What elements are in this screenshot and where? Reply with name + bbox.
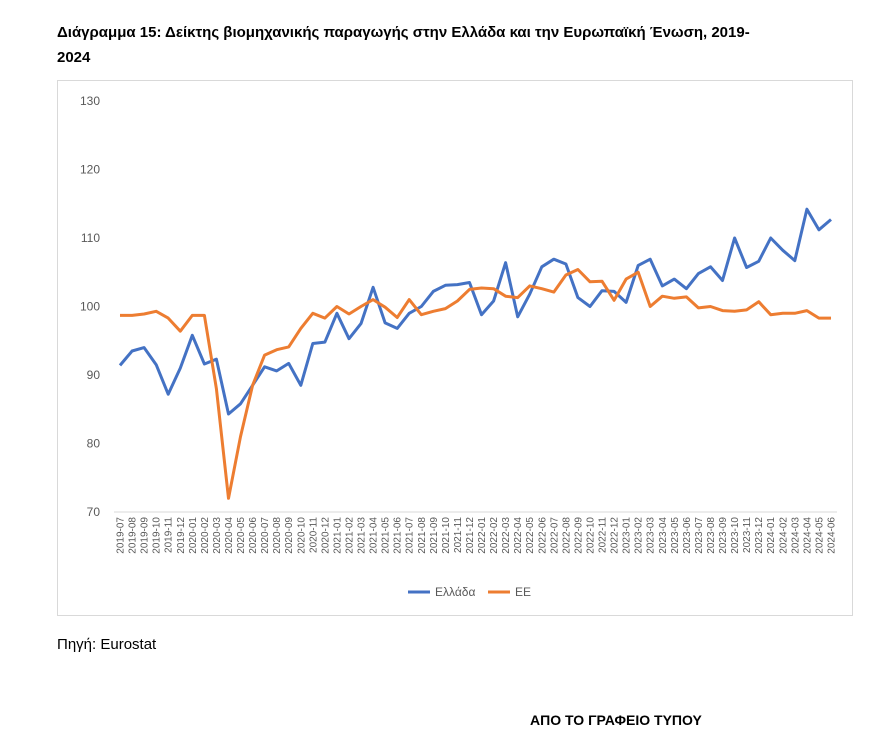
x-tick-label: 2022-01	[477, 517, 488, 554]
x-tick-label: 2021-07	[405, 517, 416, 554]
y-tick-label: 120	[80, 163, 100, 177]
x-tick-label: 2021-04	[369, 517, 380, 554]
x-tick-label: 2022-05	[525, 517, 536, 554]
x-tick-label: 2020-01	[188, 517, 199, 554]
y-tick-label: 100	[80, 300, 100, 314]
y-tick-label: 90	[87, 368, 101, 382]
x-tick-label: 2020-05	[236, 517, 247, 554]
x-tick-label: 2022-02	[489, 517, 500, 554]
series-line-eu	[120, 268, 831, 500]
x-tick-label: 2022-07	[549, 517, 560, 554]
x-tick-label: 2023-09	[718, 517, 729, 554]
y-tick-label: 80	[87, 437, 101, 451]
x-tick-label: 2019-12	[176, 517, 187, 554]
x-tick-label: 2021-12	[465, 517, 476, 554]
x-tick-label: 2022-04	[513, 517, 524, 554]
x-tick-label: 2021-01	[332, 517, 343, 554]
x-tick-label: 2021-03	[357, 517, 368, 554]
x-tick-label: 2020-02	[200, 517, 211, 554]
x-tick-label: 2020-09	[284, 517, 295, 554]
x-tick-label: 2023-07	[694, 517, 705, 554]
x-tick-label: 2021-05	[381, 517, 392, 554]
x-tick-label: 2022-11	[598, 517, 609, 553]
x-tick-label: 2023-02	[634, 517, 645, 554]
x-tick-label: 2024-01	[766, 517, 777, 554]
x-tick-label: 2019-07	[116, 517, 127, 554]
x-tick-label: 2020-12	[320, 517, 331, 554]
x-tick-label: 2021-09	[429, 517, 440, 554]
x-tick-label: 2023-11	[742, 517, 753, 553]
x-tick-label: 2019-09	[140, 517, 151, 554]
x-tick-label: 2020-03	[212, 517, 223, 554]
x-tick-label: 2024-04	[802, 517, 813, 554]
x-tick-label: 2024-02	[778, 517, 789, 554]
x-tick-label: 2020-06	[248, 517, 259, 554]
x-tick-label: 2023-01	[622, 517, 633, 554]
press-office-footer: ΑΠΟ ΤΟ ΓΡΑΦΕΙΟ ΤΥΠΟΥ	[530, 712, 702, 728]
x-tick-label: 2023-03	[646, 517, 657, 554]
x-tick-label: 2023-10	[730, 517, 741, 554]
x-tick-label: 2022-10	[585, 517, 596, 554]
x-tick-label: 2023-06	[682, 517, 693, 554]
legend-label: ΕΕ	[515, 585, 531, 599]
x-tick-label: 2019-11	[164, 517, 175, 553]
x-tick-label: 2023-08	[706, 517, 717, 554]
x-tick-label: 2021-06	[393, 517, 404, 554]
x-tick-label: 2024-05	[814, 517, 825, 554]
x-tick-label: 2020-04	[224, 517, 235, 554]
chart-title: Διάγραμμα 15: Δείκτης βιομηχανικής παραγ…	[57, 24, 750, 66]
x-tick-label: 2024-06	[827, 517, 838, 554]
x-tick-label: 2022-09	[573, 517, 584, 554]
x-tick-label: 2021-10	[441, 517, 452, 554]
x-tick-label: 2021-11	[453, 517, 464, 553]
x-tick-label: 2021-08	[417, 517, 428, 554]
y-tick-label: 70	[87, 505, 101, 519]
x-tick-label: 2024-03	[790, 517, 801, 554]
x-tick-label: 2020-10	[296, 517, 307, 554]
x-tick-label: 2022-08	[561, 517, 572, 554]
x-tick-label: 2019-08	[128, 517, 139, 554]
y-tick-label: 130	[80, 94, 100, 108]
x-tick-label: 2022-12	[610, 517, 621, 554]
x-tick-label: 2023-04	[658, 517, 669, 554]
chart-container: 70 80 90 100 110 120 130 2019-07 2019-08 2019-09 2…	[57, 80, 853, 616]
x-tick-label: 2022-06	[537, 517, 548, 554]
series-line-greece	[118, 207, 832, 416]
x-tick-label: 2023-12	[754, 517, 765, 554]
x-tick-label: 2020-11	[308, 517, 319, 553]
y-tick-label: 110	[81, 231, 100, 245]
source-note: Πηγή: Eurostat	[57, 636, 157, 653]
x-tick-label: 2021-02	[344, 517, 355, 554]
x-tick-label: 2023-05	[670, 517, 681, 554]
x-tick-label: 2019-10	[152, 517, 163, 554]
x-tick-label: 2020-07	[260, 517, 271, 554]
legend-label: Ελλάδα	[435, 585, 475, 599]
x-tick-label: 2022-03	[501, 517, 512, 554]
x-tick-label: 2020-08	[272, 517, 283, 554]
